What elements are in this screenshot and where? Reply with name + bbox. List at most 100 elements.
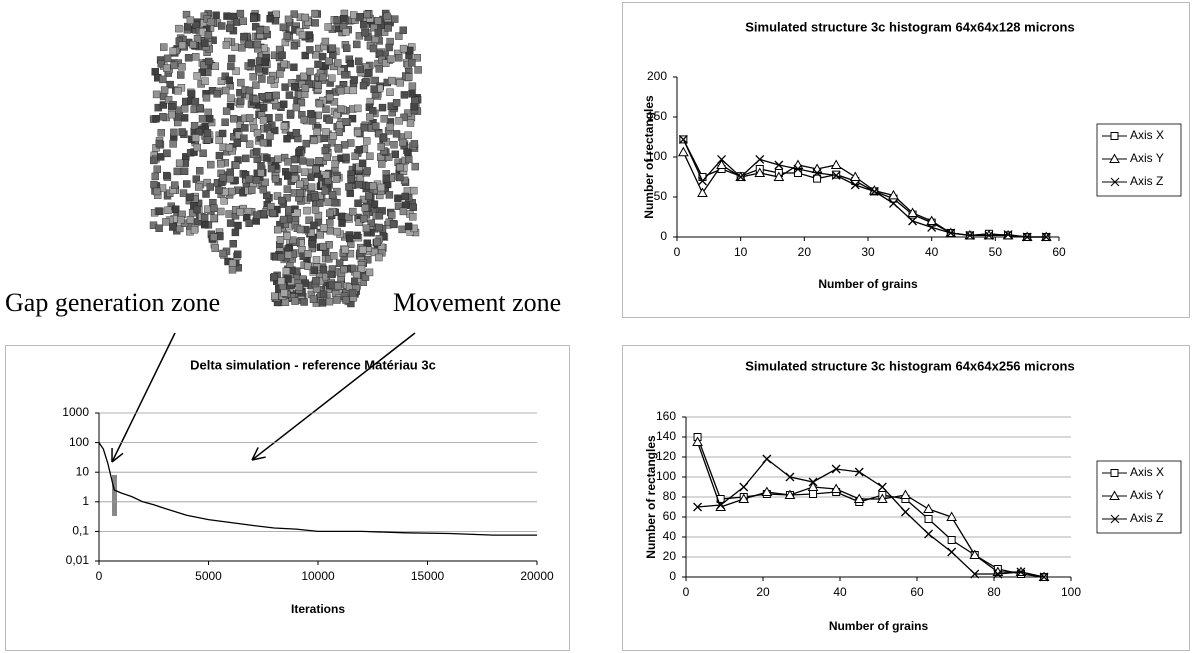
voxel [177, 216, 185, 224]
voxel [355, 57, 363, 65]
voxel [254, 65, 263, 73]
voxel [298, 31, 307, 39]
marker [830, 483, 842, 493]
voxel [216, 159, 225, 168]
voxel [353, 40, 361, 49]
voxel [290, 165, 298, 173]
voxel [259, 138, 268, 147]
marker [784, 489, 796, 499]
voxel [153, 187, 161, 196]
marker [809, 490, 818, 498]
voxel [226, 102, 235, 111]
voxel [215, 136, 223, 145]
x-tick-label: 20 [798, 245, 812, 259]
voxel [409, 213, 417, 221]
y-tick-label: 0 [660, 229, 667, 243]
voxel [257, 168, 265, 177]
voxel [277, 277, 286, 285]
voxel [240, 32, 248, 41]
voxel [169, 223, 177, 231]
voxel [289, 236, 297, 244]
voxel [232, 161, 240, 170]
voxel [198, 115, 207, 123]
marker [850, 180, 860, 190]
voxel [175, 159, 184, 168]
voxel [278, 51, 286, 59]
voxel [365, 192, 373, 201]
voxel [353, 231, 361, 240]
marker [877, 482, 887, 492]
voxel [358, 159, 367, 168]
x-tick-label: 0 [674, 245, 681, 259]
voxel [395, 32, 403, 40]
voxel [377, 183, 385, 192]
marker [947, 536, 956, 544]
voxel [306, 158, 314, 167]
marker [946, 511, 958, 521]
legend-marker [1109, 153, 1120, 163]
voxel [357, 265, 366, 273]
voxel [245, 40, 253, 49]
voxel [382, 59, 390, 67]
voxel [331, 160, 339, 168]
marker [876, 493, 888, 503]
voxel [340, 14, 348, 23]
voxel [192, 175, 201, 183]
marker [900, 507, 910, 517]
voxel [406, 119, 415, 127]
voxel [328, 74, 336, 83]
marker [947, 547, 957, 557]
voxel [210, 204, 218, 213]
voxel [186, 215, 195, 224]
voxel [311, 19, 319, 27]
voxel [375, 129, 383, 138]
voxel [301, 84, 310, 93]
voxel [282, 267, 291, 275]
voxel [366, 152, 374, 160]
voxel [319, 224, 328, 232]
voxel [326, 209, 334, 218]
voxel [196, 104, 204, 112]
voxel [219, 143, 227, 152]
voxel [361, 273, 370, 281]
voxel [370, 248, 379, 257]
voxel [291, 83, 299, 91]
y-tick-label: 10 [76, 464, 90, 478]
voxel [325, 297, 334, 306]
chart-frame [622, 2, 1190, 318]
voxel [322, 128, 330, 136]
y-tick-label: 1000 [62, 405, 89, 419]
voxel [298, 157, 307, 165]
y-tick-label: 150 [647, 109, 667, 123]
voxel [155, 224, 163, 233]
voxel [164, 206, 172, 214]
voxel [221, 118, 229, 127]
y-tick-label: 50 [654, 189, 668, 203]
marker [807, 481, 819, 491]
voxel [227, 54, 236, 63]
chart-title: Delta simulation - reference Matériau 3c [190, 357, 436, 372]
voxel [309, 295, 318, 303]
voxel [399, 207, 408, 216]
voxel [404, 148, 412, 157]
marker [739, 482, 749, 492]
voxel [395, 117, 403, 125]
voxel [174, 87, 182, 95]
voxel [300, 115, 308, 124]
voxel [263, 154, 271, 162]
voxel [354, 104, 362, 113]
voxel [274, 155, 282, 164]
marker [792, 159, 804, 169]
voxel [300, 168, 309, 176]
voxel [227, 62, 235, 71]
chart-frame [622, 345, 1190, 651]
voxel [396, 173, 404, 182]
voxel [252, 81, 260, 89]
voxel [277, 253, 285, 261]
voxel [334, 144, 342, 152]
y-tick-label: 100 [656, 469, 676, 483]
voxel [329, 132, 337, 140]
voxel [359, 81, 368, 90]
voxel [304, 249, 312, 258]
voxel [354, 199, 362, 207]
